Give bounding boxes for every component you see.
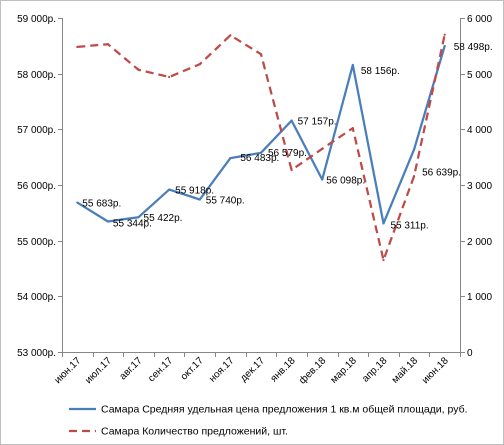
data-label-price: 56 483р. xyxy=(240,153,279,164)
data-point-count xyxy=(229,34,232,37)
data-point-count xyxy=(198,63,201,66)
axes: 59 000р. 58 000р. 57 000р. 56 000р. 55 000р.… xyxy=(17,14,492,386)
data-point-price xyxy=(198,198,201,201)
data-label-price: 55 422р. xyxy=(144,213,183,224)
data-point-price xyxy=(351,63,354,67)
y-right-tick-label: 5 000 xyxy=(467,70,492,81)
data-point-price xyxy=(76,201,79,204)
legend-label-price: Самара Средняя удельная цена предложения… xyxy=(101,404,468,416)
data-point-count xyxy=(443,33,446,36)
data-label-price: 58 498р. xyxy=(454,42,493,53)
data-label-price: 55 740р. xyxy=(206,195,245,206)
y-left-tick-label: 56 000р. xyxy=(17,181,56,192)
data-point-price xyxy=(443,44,446,48)
data-point-count xyxy=(106,43,110,46)
y-left-tick-label: 53 000р. xyxy=(17,348,56,359)
data-label-price: 56 639р. xyxy=(422,167,461,178)
data-label-price: 56 579р. xyxy=(268,148,307,159)
data-label-price: 57 157р. xyxy=(298,117,337,128)
data-point-price xyxy=(290,119,293,122)
data-point-price xyxy=(168,188,171,191)
data-labels: 55 683р. 55 344р.55 422р. 55 918р.55 740р.… xyxy=(82,42,492,231)
data-label-price: 55 344р. xyxy=(113,219,152,230)
data-point-price xyxy=(259,151,263,154)
y-right-tick-label: 2 000 xyxy=(467,237,492,248)
y-left-tick-label: 57 000р. xyxy=(17,125,56,136)
data-point-price xyxy=(412,148,416,151)
y-right-tick-label: 3 000 xyxy=(467,181,492,192)
data-label-price: 55 311р. xyxy=(390,220,428,231)
y-left-tick-label: 58 000р. xyxy=(17,70,56,81)
data-point-count xyxy=(168,75,171,79)
data-point-count xyxy=(259,53,263,56)
data-point-count xyxy=(321,147,324,150)
data-point-count xyxy=(412,174,416,178)
series-marks xyxy=(76,33,446,262)
y-right-tick-label: 0 xyxy=(467,348,473,359)
data-point-price xyxy=(321,178,324,181)
data-label-price: 55 683р. xyxy=(82,199,121,210)
y-left-tick-label: 55 000р. xyxy=(17,237,56,248)
data-label-price: 56 098р. xyxy=(326,176,365,187)
y-right-tick-label: 1 000 xyxy=(467,292,492,303)
legend-label-count: Самара Количество предложений, шт. xyxy=(101,426,288,438)
data-point-count xyxy=(351,127,354,130)
data-point-count xyxy=(137,68,140,71)
data-point-price xyxy=(382,222,385,225)
y-left-tick-label: 54 000р. xyxy=(17,292,56,303)
legend: Самара Средняя удельная цена предложения… xyxy=(69,404,468,438)
y-right-tick-label: 4 000 xyxy=(467,125,492,136)
data-label-price: 58 156р. xyxy=(361,66,400,77)
data-point-count xyxy=(382,259,385,262)
data-point-count xyxy=(290,168,293,172)
y-left-tick-label: 59 000р. xyxy=(17,14,56,25)
data-point-price xyxy=(106,220,110,223)
data-point-price xyxy=(229,157,232,160)
data-point-count xyxy=(76,45,79,49)
data-label-price: 55 918р. xyxy=(175,186,214,197)
data-point-price xyxy=(137,216,140,219)
y-right-tick-label: 6 000 xyxy=(467,14,492,25)
